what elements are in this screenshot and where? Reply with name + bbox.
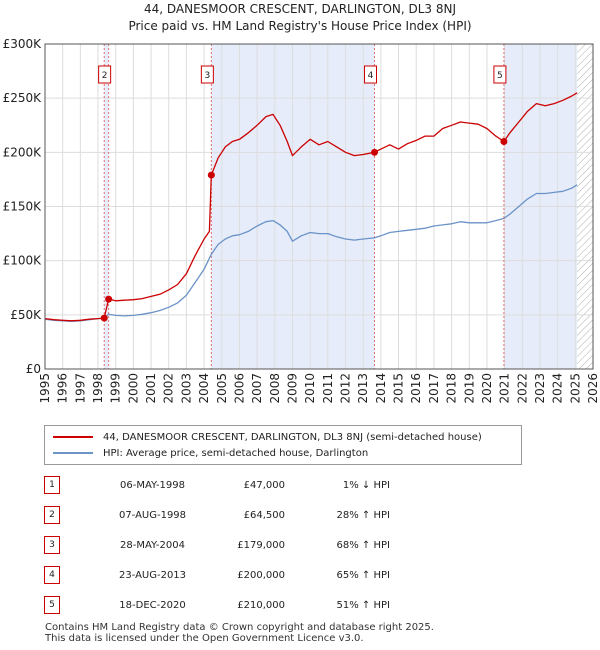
sale-hpi-change: 65% ↑ HPI (336, 569, 390, 581)
sale-price: £47,000 (243, 479, 285, 491)
x-tick-label: 2016 (409, 373, 423, 404)
sale-point (371, 148, 379, 156)
table-row: 2 07-AUG-1998 £64,500 28% ↑ HPI (40, 500, 390, 530)
chart-subtitle: Price paid vs. HM Land Registry's House … (128, 19, 472, 33)
sale-badge: 1 (44, 476, 60, 494)
chart-title: 44, DANESMOOR CRESCENT, DARLINGTON, DL3 … (143, 2, 457, 16)
x-tick-label: 2014 (374, 373, 388, 404)
y-tick-label: £0 (26, 362, 41, 376)
x-tick-label: 2017 (427, 373, 441, 404)
legend-swatch-property (53, 436, 93, 438)
x-tick-label: 2023 (533, 373, 547, 404)
x-tick-label: 1997 (73, 373, 87, 404)
table-row: 4 23-AUG-2013 £200,000 65% ↑ HPI (40, 560, 390, 590)
x-tick-label: 1995 (38, 373, 52, 404)
sale-marker-box (364, 65, 378, 84)
sale-date: 23-AUG-2013 (118, 569, 187, 581)
y-tick-label: £150K (3, 200, 43, 214)
x-tick-label: 2004 (197, 373, 211, 404)
sale-point (105, 295, 113, 303)
y-tick-label: £50K (10, 308, 42, 322)
x-tick-label: 2009 (285, 373, 299, 404)
sale-marker-box (493, 65, 507, 84)
sale-badge: 4 (44, 566, 60, 584)
transactions-table: 1 06-MAY-1998 £47,000 1% ↓ HPI 2 07-AUG-… (40, 470, 390, 620)
x-tick-label: 2026 (586, 373, 600, 404)
sale-point (100, 314, 108, 322)
sale-hpi-change: 51% ↑ HPI (336, 599, 390, 611)
x-tick-label: 2005 (215, 373, 229, 404)
sale-hpi-change: 68% ↑ HPI (336, 539, 390, 551)
x-tick-label: 2000 (126, 373, 140, 404)
x-tick-label: 2013 (356, 373, 370, 404)
sale-price: £179,000 (237, 539, 285, 551)
y-tick-label: £300K (3, 37, 43, 51)
sale-point (207, 171, 215, 179)
table-row: 5 18-DEC-2020 £210,000 51% ↑ HPI (40, 590, 390, 620)
sale-point (500, 138, 508, 145)
x-tick-label: 2002 (162, 373, 176, 404)
sale-price: £200,000 (237, 569, 285, 581)
x-tick-label: 2015 (392, 373, 406, 404)
x-tick-label: 2010 (303, 373, 317, 404)
footer: Contains HM Land Registry data © Crown c… (45, 622, 434, 644)
y-tick-label: £200K (3, 145, 43, 159)
x-tick-label: 1996 (56, 373, 70, 404)
sale-badge: 2 (44, 506, 60, 524)
plot-frame (44, 43, 594, 370)
legend-label-hpi: HPI: Average price, semi-detached house,… (103, 447, 369, 459)
property-price-line (44, 92, 578, 322)
x-tick-label: 2021 (498, 373, 512, 404)
sale-badge: 3 (44, 536, 60, 554)
x-tick-label: 2022 (515, 373, 529, 404)
sale-price: £210,000 (237, 599, 285, 611)
x-tick-label: 2012 (339, 373, 353, 404)
sale-marker-box (200, 65, 214, 84)
sale-marker-label: 3 (204, 71, 210, 81)
legend-swatch-hpi (53, 452, 93, 454)
sale-marker-label: 5 (497, 71, 503, 81)
footer-license: This data is licensed under the Open Gov… (45, 633, 364, 644)
sale-hpi-change: 28% ↑ HPI (336, 509, 390, 521)
x-tick-label: 2003 (179, 373, 193, 404)
sale-badge: 5 (44, 596, 60, 614)
legend-item-hpi: HPI: Average price, semi-detached house,… (53, 445, 368, 461)
sale-marker-box (98, 65, 112, 84)
x-tick-label: 2018 (445, 373, 459, 404)
sale-hpi-change: 1% ↓ HPI (342, 479, 390, 491)
x-tick-label: 2020 (480, 373, 494, 404)
sale-marker-label: 2 (102, 71, 108, 81)
sale-price: £64,500 (243, 509, 285, 521)
x-tick-label: 1998 (91, 373, 105, 404)
sale-date: 28-MAY-2004 (119, 539, 185, 551)
sale-date: 06-MAY-1998 (119, 479, 185, 491)
footer-copyright: Contains HM Land Registry data © Crown c… (45, 622, 434, 633)
x-tick-label: 2001 (144, 373, 158, 404)
sale-marker-label: 4 (368, 71, 374, 81)
x-tick-label: 1999 (109, 373, 123, 404)
x-tick-label: 2019 (462, 373, 476, 404)
x-tick-label: 2011 (321, 373, 335, 404)
table-row: 1 06-MAY-1998 £47,000 1% ↓ HPI (40, 470, 390, 500)
x-tick-label: 2024 (551, 373, 565, 404)
chart-legend: 44, DANESMOOR CRESCENT, DARLINGTON, DL3 … (44, 425, 522, 465)
table-row: 3 28-MAY-2004 £179,000 68% ↑ HPI (40, 530, 390, 560)
legend-item-property: 44, DANESMOOR CRESCENT, DARLINGTON, DL3 … (53, 429, 482, 445)
x-tick-label: 2007 (250, 373, 264, 404)
sale-date: 07-AUG-1998 (118, 509, 187, 521)
x-tick-label: 2025 (568, 373, 582, 404)
y-tick-label: £100K (3, 254, 43, 268)
x-tick-label: 2006 (232, 373, 246, 404)
sale-date: 18-DEC-2020 (119, 599, 186, 611)
legend-label-property: 44, DANESMOOR CRESCENT, DARLINGTON, DL3 … (103, 431, 482, 443)
y-tick-label: £250K (3, 91, 43, 105)
x-tick-label: 2008 (268, 373, 282, 404)
hpi-line (44, 184, 578, 322)
